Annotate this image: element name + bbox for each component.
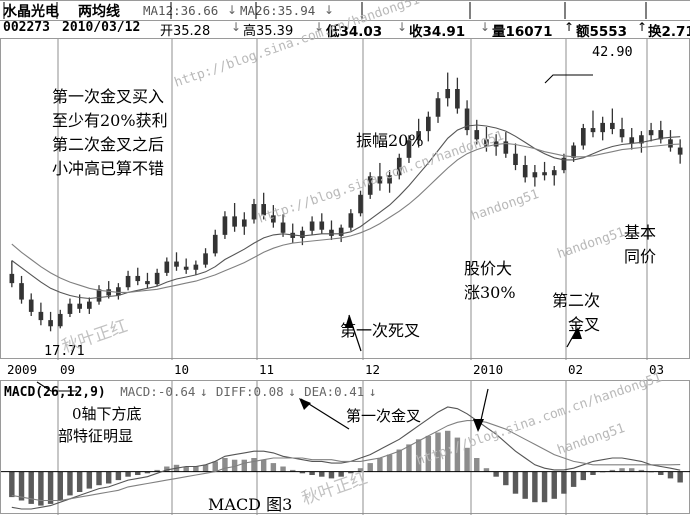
diff-value: DIFF:0.08 [215, 384, 284, 399]
price-panel[interactable] [0, 38, 690, 392]
stock-name: 水晶光电 [3, 4, 59, 20]
x-axis-tick-2010: 2010 [473, 362, 504, 377]
header-line-2: 002273 2010/03/12 开35.28 ↓ 高35.39 ↓ 低34.… [0, 19, 690, 40]
second-golden-cross-arrow [566, 327, 582, 348]
annotation-second-cross-line-1: 第二次 [552, 291, 601, 310]
low-price-label: 17.71 [44, 343, 85, 359]
dea-arrow-icon: ↓ [368, 384, 377, 399]
price-gridlines [57, 39, 648, 360]
macd-histogram-series [9, 430, 683, 506]
annotation-same-price-line-2: 同价 [624, 247, 657, 266]
annotation-line-4: 小冲高已算不错 [52, 159, 165, 178]
annotation-first-death-cross: 第一次死叉 [340, 321, 421, 340]
quote-date: 2010/03/12 [62, 20, 141, 35]
x-axis-ticks-svg [3, 2, 647, 19]
diff-arrow-icon: ↓ [288, 384, 296, 399]
open-price: 开35.28 [160, 24, 211, 39]
ma26-arrow-icon: ↓ [324, 3, 335, 17]
macd-indicator-title: MACD(26,12,9) [4, 385, 106, 400]
amount-arrow-icon: ↑ [637, 20, 648, 34]
high-price-label: 42.90 [592, 44, 633, 60]
x-axis-tick-02: 02 [568, 362, 584, 377]
annotation-same-price-line-1: 基本 [624, 223, 657, 242]
x-axis-tick-03: 03 [649, 362, 665, 377]
turnover-value: 换2.71% [648, 24, 690, 40]
ma12-arrow-icon: ↓ [227, 3, 238, 17]
x-axis-tick-12: 12 [365, 362, 381, 377]
low-price: 低34.03 [326, 24, 383, 40]
x-axis-tick-10: 10 [174, 362, 190, 377]
ma26-readout: MA26:35.94 [240, 3, 316, 18]
macd-chart-svg [1, 381, 690, 515]
first-death-cross-arrow [345, 314, 362, 352]
macd-panel[interactable] [0, 380, 690, 515]
macd-gridlines [57, 381, 648, 515]
indicator-name: 两均线 [78, 4, 120, 20]
ma12-readout: MA12:36.66 [143, 3, 219, 18]
high-arrow-icon: ↓ [314, 20, 325, 34]
volume-arrow-icon: ↑ [564, 20, 575, 34]
macd-header: MACD(26,12,9) MACD:-0.64 ↓ DIFF:0.08 ↓ D… [4, 383, 376, 401]
annotation-big-rise-line-2: 涨30% [464, 283, 516, 302]
amount-value: 额5553 [576, 24, 628, 40]
high-price: 高35.39 [243, 24, 294, 39]
open-arrow-icon: ↓ [231, 20, 242, 34]
annotation-amplitude: 振幅20% [356, 131, 424, 150]
close-arrow-icon: ↓ [480, 20, 491, 34]
annotation-big-rise-line-1: 股价大 [464, 259, 513, 278]
header-line-1: 水晶光电 两均线 MA12:36.66 ↓ MA26:35.94 ↓ [0, 1, 690, 20]
dea-line [11, 420, 681, 502]
x-axis-tick-11: 11 [259, 362, 275, 377]
figure-caption: MACD 图3 [208, 495, 293, 514]
low-arrow-icon: ↓ [397, 20, 408, 34]
high-price-leader-line [544, 74, 593, 84]
x-axis-band [0, 0, 690, 21]
dea-value: DEA:0.41 [304, 384, 365, 399]
annotation-line-3: 第二次金叉之后 [52, 135, 165, 154]
x-axis-tick-09: 09 [60, 362, 76, 377]
macd-value: MACD:-0.64 [120, 384, 196, 399]
stock-code: 002273 [3, 20, 50, 35]
volume-value: 量16071 [492, 24, 553, 40]
macd-second-cross-arrow [473, 388, 489, 432]
x-axis-tick-2009: 2009 [7, 362, 38, 377]
low-price-leader-line [36, 381, 77, 392]
annotation-second-cross-line-2: 金叉 [568, 315, 601, 334]
annotation-macd-bottom-line-2: 部特征明显 [58, 427, 134, 445]
ma12-line [11, 124, 681, 300]
annotation-line-2: 至少有20%获利 [52, 111, 168, 130]
close-price: 收34.91 [409, 24, 466, 40]
ma26-line [11, 142, 681, 293]
annotation-macd-bottom-line-1: 0轴下方底 [72, 405, 142, 423]
macd-first-cross-arrow [299, 398, 350, 430]
annotation-line-1: 第一次金叉买入 [52, 87, 165, 106]
price-chart-svg [9, 39, 683, 392]
annotation-macd-first-cross: 第一次金叉 [346, 407, 422, 425]
diff-line [11, 406, 681, 510]
macd-arrow-icon: ↓ [199, 384, 208, 399]
